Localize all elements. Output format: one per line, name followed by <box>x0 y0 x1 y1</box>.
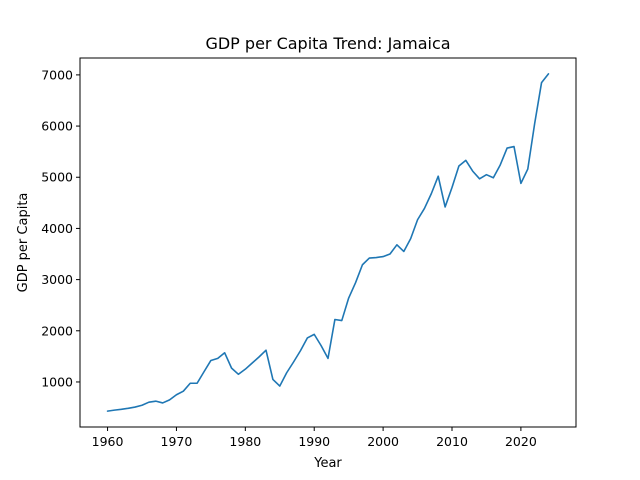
plot-frame <box>79 57 577 428</box>
y-tick-label: 7000 <box>41 67 73 82</box>
x-axis: 1960 1970 1980 1990 2000 2010 2020 <box>92 427 537 449</box>
x-tick-label: 2010 <box>436 434 468 449</box>
series-group <box>106 73 550 412</box>
y-tick-label: 4000 <box>41 221 73 236</box>
y-axis: 1000 2000 3000 4000 5000 6000 7000 <box>41 67 80 389</box>
y-tick-label: 6000 <box>41 119 73 134</box>
y-axis-label: GDP per Capita <box>16 193 31 293</box>
series-line-0 <box>106 73 550 412</box>
chart-title: GDP per Capita Trend: Jamaica <box>205 34 450 53</box>
y-tick-label: 2000 <box>41 323 73 338</box>
y-tick-label: 5000 <box>41 170 73 185</box>
x-axis-label: Year <box>313 456 342 471</box>
x-tick-label: 1990 <box>298 434 330 449</box>
x-tick-label: 1970 <box>161 434 193 449</box>
y-tick-label: 3000 <box>41 272 73 287</box>
x-tick-label: 2000 <box>367 434 399 449</box>
x-tick-label: 1960 <box>92 434 124 449</box>
x-tick-label: 1980 <box>229 434 261 449</box>
x-tick-label: 2020 <box>505 434 537 449</box>
y-tick-label: 1000 <box>41 374 73 389</box>
